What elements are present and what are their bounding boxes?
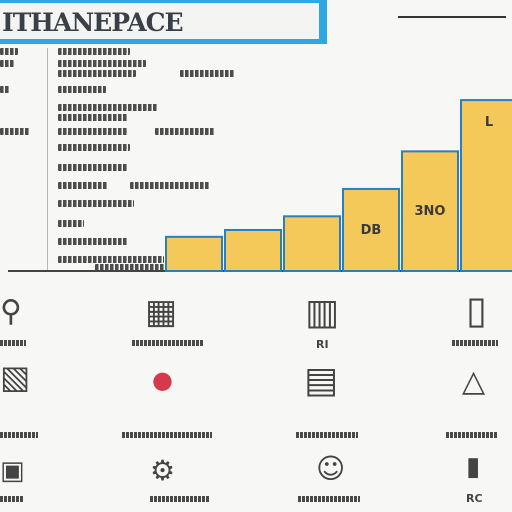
bar-label-3: DB (361, 223, 382, 238)
top-divider (398, 16, 506, 18)
phone-icon: ▯ (466, 288, 487, 332)
icon-caption-5 (122, 432, 212, 438)
icon-caption-6 (296, 432, 358, 438)
title-banner-inner: ITHANEPACE (0, 3, 319, 39)
calculator-icon: ▦ (145, 292, 178, 332)
chart-icon: ▧ (0, 358, 31, 396)
bar-label-4: 3NO (415, 204, 446, 219)
gear-icon: ⚙ (150, 454, 176, 487)
icon-caption-0 (0, 340, 26, 346)
icon-caption-4 (0, 432, 38, 438)
icon-caption-2: RI (316, 338, 329, 351)
title-banner: ITHANEPACE (0, 0, 327, 44)
money-icon: ● (152, 366, 173, 394)
illegible-text-block (0, 48, 240, 274)
icon-caption-7 (446, 432, 498, 438)
icon-grid: ⚲ ▦ ▥ ▯ ▧ ● ▤ △ ▣ ⚙ ☺ ▮ RI RC (0, 282, 512, 512)
bar-2 (283, 215, 341, 273)
icon-caption-10 (298, 496, 360, 502)
person-icon: ⚲ (0, 294, 22, 329)
icon-caption-8 (0, 496, 24, 502)
page-title: ITHANEPACE (2, 8, 184, 37)
bar-3 (342, 187, 400, 272)
icon-caption-11: RC (466, 492, 483, 505)
building-icon: ▥ (305, 292, 340, 333)
bottle-icon: ▮ (466, 452, 481, 482)
tower-icon: △ (462, 364, 486, 399)
bar-5 (460, 99, 512, 272)
bank-icon: ▤ (304, 360, 339, 401)
document-icon: ▣ (0, 456, 25, 486)
icon-caption-9 (150, 496, 210, 502)
column-divider (47, 48, 48, 270)
icon-caption-3 (452, 340, 498, 346)
bar-4 (401, 150, 459, 272)
bar-1 (224, 228, 282, 272)
user-icon: ☺ (316, 452, 346, 485)
icon-caption-1 (132, 340, 204, 346)
bar-0 (165, 235, 223, 272)
bar-label-5: L (485, 115, 493, 130)
